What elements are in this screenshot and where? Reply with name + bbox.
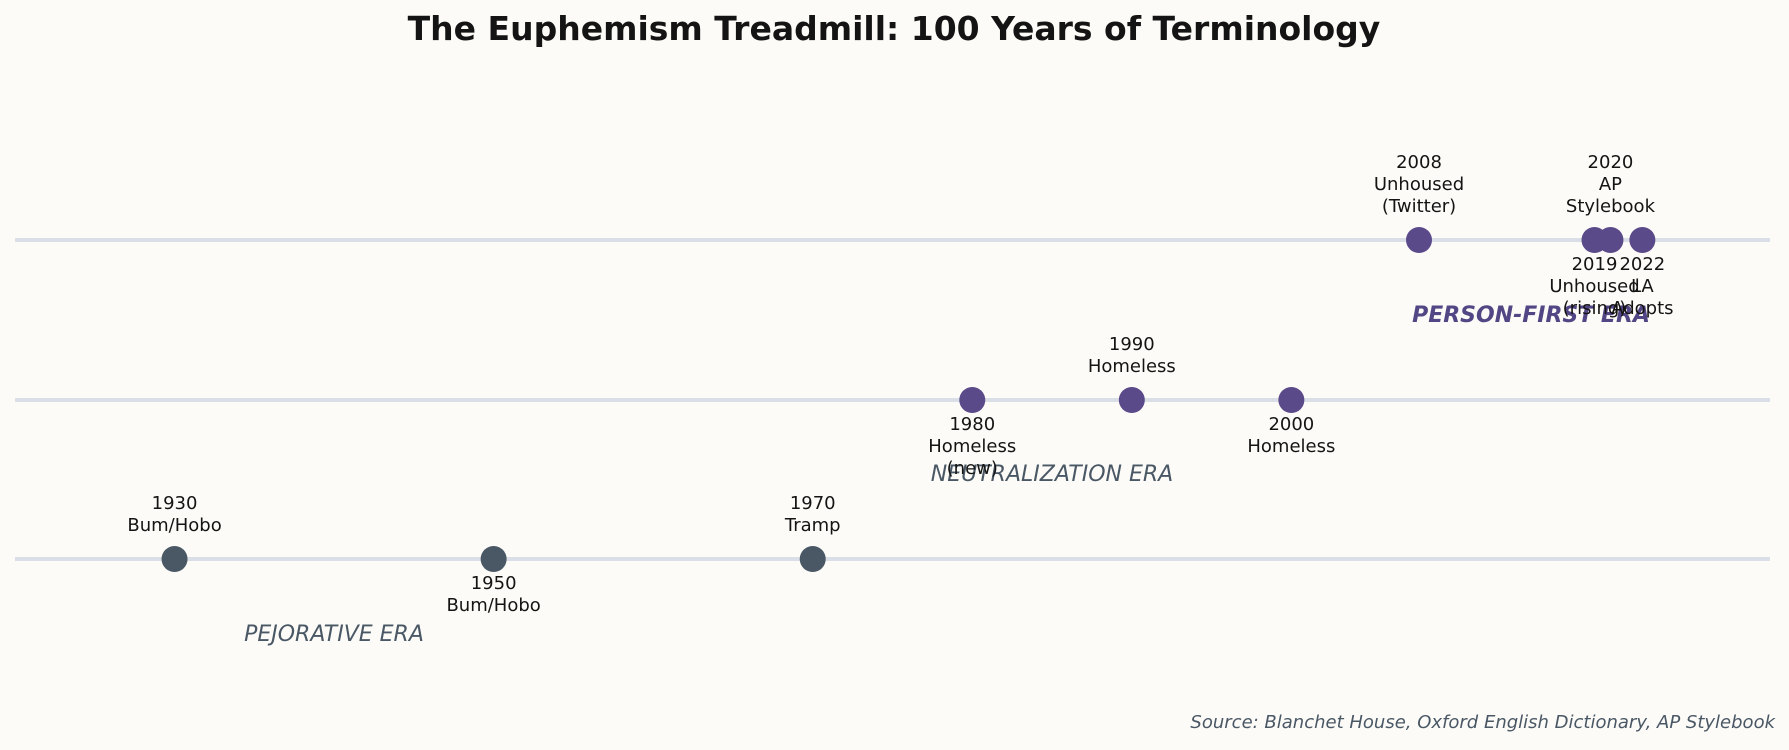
event-label-2020: 2020 AP Stylebook <box>1566 152 1656 217</box>
event-marker-1970 <box>799 546 826 572</box>
era-label-neutralization: NEUTRALIZATION ERA <box>931 462 1173 487</box>
event-label-1980: 1980 Homeless (new) <box>928 414 1016 479</box>
event-2008: 2008 Unhoused (Twitter) <box>1374 152 1464 253</box>
event-marker-1980 <box>959 387 986 413</box>
event-term-line: AP <box>1599 174 1622 195</box>
event-year: 2019 <box>1572 254 1618 275</box>
event-marker-1950 <box>480 546 507 572</box>
event-year: 1950 <box>471 573 517 594</box>
event-1990: 1990 Homeless <box>1088 334 1176 413</box>
event-marker-2020 <box>1597 227 1624 253</box>
event-2020: 2020 AP Stylebook <box>1566 152 1656 253</box>
chart-title: The Euphemism Treadmill: 100 Years of Te… <box>408 9 1381 48</box>
event-label-1990: 1990 Homeless <box>1088 334 1176 377</box>
event-1930: 1930 Bum/Hobo <box>127 493 222 572</box>
event-label-1970: 1970 Tramp <box>784 493 841 536</box>
event-term-line: Homeless <box>928 436 1016 457</box>
event-1970: 1970 Tramp <box>784 493 841 572</box>
event-1980: 1980 Homeless (new) <box>928 387 1016 479</box>
event-term-line: Tramp <box>784 515 841 536</box>
event-marker-2022 <box>1629 227 1656 253</box>
event-term-line: Bum/Hobo <box>127 515 221 536</box>
event-term-line: Homeless <box>1088 356 1176 377</box>
event-term-line: Adopts <box>1611 298 1673 319</box>
event-marker-1990 <box>1118 387 1145 413</box>
event-year: 1990 <box>1109 334 1155 355</box>
event-term-line: Bum/Hobo <box>446 595 540 616</box>
event-marker-1930 <box>161 546 188 572</box>
event-label-2008: 2008 Unhoused (Twitter) <box>1374 152 1464 217</box>
event-label-1930: 1930 Bum/Hobo <box>127 493 221 536</box>
event-label-2000: 2000 Homeless <box>1247 414 1335 457</box>
event-2000: 2000 Homeless <box>1247 387 1335 457</box>
event-label-1950: 1950 Bum/Hobo <box>446 573 540 616</box>
event-year: 1980 <box>949 414 995 435</box>
source-note: Source: Blanchet House, Oxford English D… <box>1190 712 1776 733</box>
event-1950: 1950 Bum/Hobo <box>446 546 541 616</box>
event-marker-2000 <box>1278 387 1305 413</box>
event-year: 2008 <box>1396 152 1442 173</box>
event-term-line: Stylebook <box>1566 196 1656 217</box>
event-year: 1930 <box>152 493 198 514</box>
era-label-person-first: PERSON-FIRST ERA <box>1412 303 1650 328</box>
event-term-line: (Twitter) <box>1382 196 1456 217</box>
event-term-line: LA <box>1631 276 1654 297</box>
event-year: 2022 <box>1619 254 1665 275</box>
event-term-line: (rising) <box>1563 298 1627 319</box>
event-term-line: (new) <box>947 458 998 479</box>
event-year: 2000 <box>1268 414 1314 435</box>
event-term-line: Homeless <box>1247 436 1335 457</box>
event-label-2022: 2022 LA Adopts <box>1611 254 1673 319</box>
event-term-line: Unhoused <box>1374 174 1464 195</box>
event-year: 1970 <box>790 493 836 514</box>
event-2022: 2022 LA Adopts <box>1611 227 1674 319</box>
event-year: 2020 <box>1588 152 1634 173</box>
event-label-2019: 2019 Unhoused (rising) <box>1549 254 1639 319</box>
event-term-line: Unhoused <box>1549 276 1639 297</box>
era-label-pejorative: PEJORATIVE ERA <box>244 622 424 647</box>
event-marker-2008 <box>1406 227 1432 253</box>
